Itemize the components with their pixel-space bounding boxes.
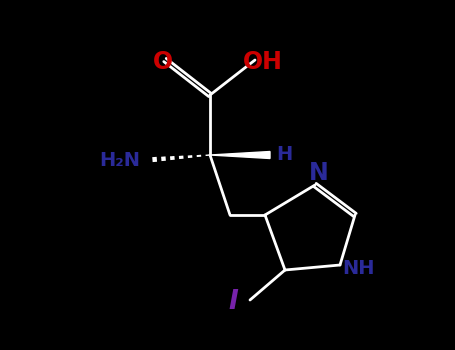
Text: O: O xyxy=(153,50,173,74)
Text: OH: OH xyxy=(243,50,283,74)
Text: I: I xyxy=(228,289,238,315)
Text: H₂N: H₂N xyxy=(100,150,141,169)
Text: NH: NH xyxy=(342,259,374,279)
Text: H: H xyxy=(276,146,292,164)
Text: N: N xyxy=(309,161,329,185)
Polygon shape xyxy=(210,152,270,159)
